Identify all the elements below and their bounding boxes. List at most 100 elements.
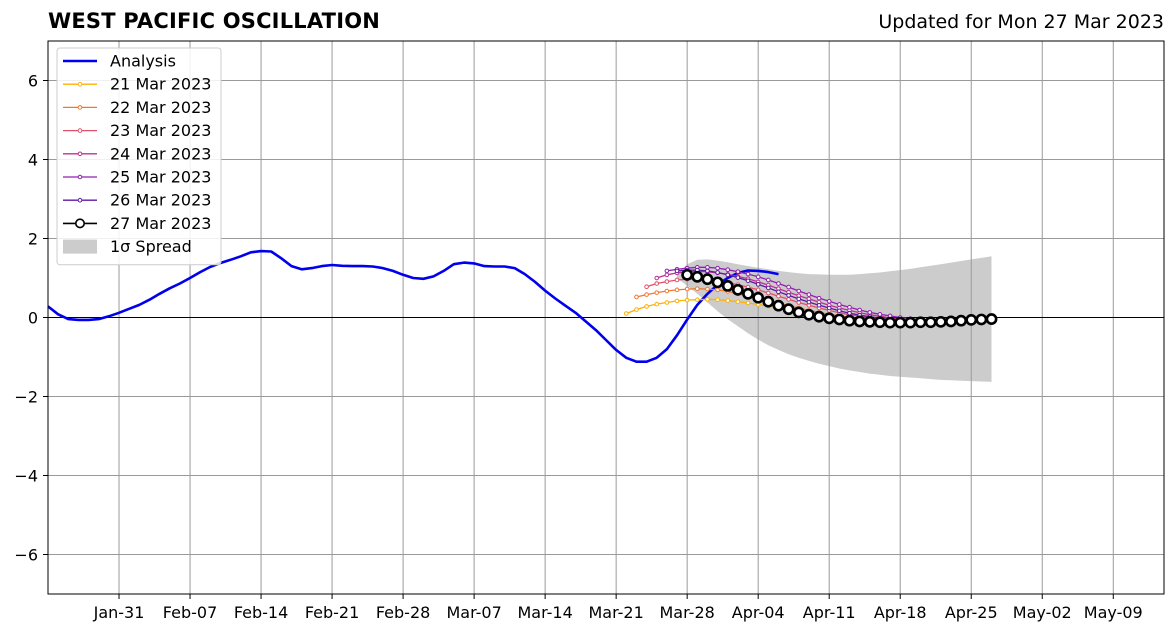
legend-forecast-marker xyxy=(77,197,83,203)
x-tick-label: Feb-28 xyxy=(376,603,430,622)
forecast-point xyxy=(776,281,781,286)
forecast-point xyxy=(816,295,822,301)
forecast-point xyxy=(735,275,741,280)
forecast-series xyxy=(681,268,998,329)
forecast-point xyxy=(691,270,704,283)
forecast-point xyxy=(752,291,765,304)
forecast-point xyxy=(745,278,751,284)
forecast-point xyxy=(745,271,751,277)
analysis-line xyxy=(47,249,779,364)
forecast-point xyxy=(914,316,927,329)
forecast-point xyxy=(847,304,852,310)
x-axis-ticks: Jan-31 Feb-07 Feb-14 Feb-21 Feb-28 Mar-07 Mar-… xyxy=(93,594,1143,622)
forecast-point xyxy=(755,274,761,280)
x-tick-label: Jan-31 xyxy=(93,603,145,622)
x-tick-label: Apr-25 xyxy=(945,603,998,622)
forecast-point xyxy=(772,299,785,312)
legend-box xyxy=(56,47,222,266)
legend-forecast-label: 27 Mar 2023 xyxy=(110,214,211,233)
forecast-point xyxy=(786,293,791,298)
forecast-point xyxy=(945,315,957,328)
forecast-point xyxy=(934,315,947,328)
legend-forecast-label: 21 Mar 2023 xyxy=(110,75,211,94)
forecast-point xyxy=(843,314,856,327)
forecast-point xyxy=(674,287,680,293)
y-tick-label: 2 xyxy=(28,230,38,249)
forecast-point xyxy=(654,281,660,286)
forecast-point xyxy=(684,286,690,292)
forecast-point xyxy=(786,284,791,290)
forecast-point xyxy=(837,302,842,307)
y-tick-label: 0 xyxy=(28,309,38,328)
forecast-point xyxy=(684,297,690,303)
updated-date: Updated for Mon 27 Mar 2023 xyxy=(878,11,1164,33)
forecast-point xyxy=(644,284,649,289)
forecast-point xyxy=(877,312,883,317)
x-tick-label: Apr-04 xyxy=(732,603,785,622)
x-tick-label: Feb-07 xyxy=(163,603,217,622)
legend-forecast-marker xyxy=(77,81,83,87)
legend-spread-label: 1σ Spread xyxy=(110,237,192,256)
forecast-point xyxy=(975,313,988,326)
legend-forecast-label: 23 Mar 2023 xyxy=(110,121,211,140)
forecast-point xyxy=(711,276,724,289)
forecast-point xyxy=(823,312,836,325)
y-tick-label: −6 xyxy=(14,546,38,565)
x-tick-label: Mar-28 xyxy=(660,603,715,622)
forecast-point xyxy=(735,299,741,305)
forecast-point xyxy=(863,315,876,328)
legend-spread-swatch xyxy=(63,239,97,254)
legend-forecast-marker xyxy=(77,128,83,133)
forecast-point xyxy=(755,287,761,293)
forecast-point xyxy=(644,304,649,309)
forecast-point xyxy=(681,268,694,281)
forecast-point xyxy=(731,283,744,296)
forecast-point xyxy=(644,292,649,297)
page-title: WEST PACIFIC OSCILLATION xyxy=(48,9,381,33)
forecast-point xyxy=(813,310,825,323)
legend-forecast-label: 24 Mar 2023 xyxy=(110,144,211,163)
forecast-point xyxy=(674,277,680,283)
x-tick-label: Apr-11 xyxy=(803,603,856,622)
y-axis-ticks: −6 −4 −2 0 2 4 6 xyxy=(14,72,48,565)
forecast-point xyxy=(786,297,791,302)
forecast-point xyxy=(664,272,670,278)
y-tick-label: 6 xyxy=(28,72,38,91)
forecast-point xyxy=(867,310,873,315)
x-tick-label: Mar-07 xyxy=(446,603,501,622)
forecast-point xyxy=(826,299,832,304)
forecast-point xyxy=(623,311,629,316)
forecast-point xyxy=(806,299,812,305)
legend: Analysis 21 Mar 2023 22 Mar 2023 23 Mar 202… xyxy=(56,47,222,266)
forecast-point xyxy=(654,301,660,307)
forecast-point xyxy=(695,297,700,303)
y-tick-label: −4 xyxy=(14,467,38,486)
forecast-point xyxy=(654,275,660,281)
forecast-point xyxy=(705,286,710,292)
forecast-point xyxy=(857,307,862,313)
forecast-point xyxy=(654,290,660,295)
forecast-point xyxy=(762,295,775,308)
y-tick-label: 4 xyxy=(28,151,38,170)
forecast-point xyxy=(634,307,639,312)
forecast-point xyxy=(664,268,670,274)
forecast-point xyxy=(776,293,781,299)
forecast-point xyxy=(755,282,761,287)
forecast-point xyxy=(796,296,802,302)
forecast-point xyxy=(705,297,710,302)
x-tick-label: Mar-14 xyxy=(517,603,572,622)
forecast-point xyxy=(664,288,670,294)
forecast-point xyxy=(874,316,886,329)
forecast-point xyxy=(735,269,741,274)
forecast-point xyxy=(803,308,815,321)
forecast-point xyxy=(725,267,731,273)
forecast-point xyxy=(664,300,670,305)
x-tick-label: Mar-21 xyxy=(588,603,643,622)
forecast-point xyxy=(837,308,842,314)
forecast-point xyxy=(924,316,937,329)
legend-forecast-label: 26 Mar 2023 xyxy=(110,191,211,210)
forecast-point xyxy=(715,265,720,271)
legend-forecast-label: 25 Mar 2023 xyxy=(110,168,211,187)
forecast-point xyxy=(705,268,710,274)
